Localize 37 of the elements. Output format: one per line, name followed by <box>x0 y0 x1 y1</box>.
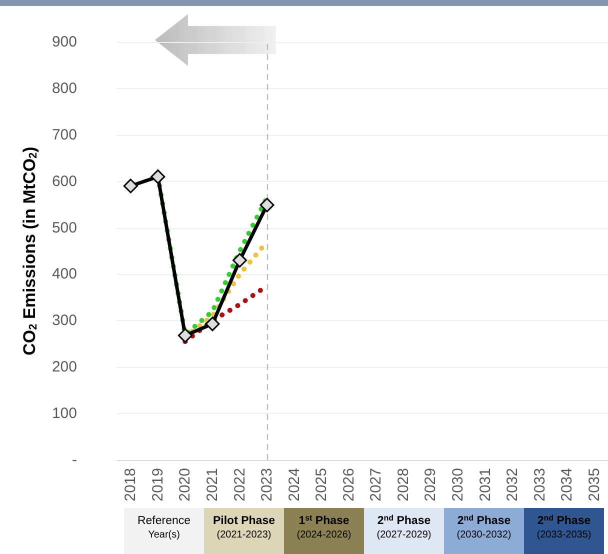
y-tick-label: 400 <box>52 266 77 283</box>
x-tick-label: 2025 <box>313 468 330 502</box>
point <box>150 169 166 184</box>
y-tick-label: 700 <box>52 126 77 144</box>
x-tick-label: 2022 <box>231 468 248 502</box>
x-tick-label: 2034 <box>558 468 576 502</box>
y-tick-label: 300 <box>52 312 77 330</box>
x-tick-label: 2027 <box>368 468 385 502</box>
y-tick-label: 500 <box>52 219 77 236</box>
x-tick-label: 2019 <box>149 468 166 502</box>
x-tick-label: 2026 <box>340 468 358 502</box>
x-tick-label: 2024 <box>286 468 303 502</box>
x-tick-label: 2029 <box>422 468 440 502</box>
x-tick-label: 2028 <box>394 468 412 502</box>
point <box>205 316 220 332</box>
x-tick-label: 2021 <box>204 468 221 502</box>
point <box>123 178 138 194</box>
y-axis-title: CO2 Emissions (in MtCO2) <box>20 146 40 356</box>
point <box>232 253 247 268</box>
y-tick-label: 800 <box>52 80 77 97</box>
text: Reference Year(s) <box>137 515 191 540</box>
x-tick-label: 2023 <box>258 468 276 502</box>
y-tick-label: 900 <box>52 34 77 50</box>
x-tick-label: 2035 <box>586 468 603 502</box>
x-tick-label: 2030 <box>449 468 466 502</box>
text: Pilot Phase (2021-2023) <box>213 515 275 540</box>
y-tick-label: - <box>72 452 77 468</box>
x-tick-label: 2018 <box>122 468 140 502</box>
x-tick-label: 2031 <box>476 468 494 502</box>
x-tick-label: 2020 <box>176 468 194 502</box>
y-tick-label: 100 <box>52 405 77 422</box>
x-tick-label: 2033 <box>531 468 548 502</box>
point <box>260 198 274 212</box>
y-tick-label: 200 <box>52 358 77 376</box>
x-tick-label: 2032 <box>504 468 522 502</box>
point <box>178 328 192 343</box>
y-tick-label: 600 <box>52 172 77 190</box>
